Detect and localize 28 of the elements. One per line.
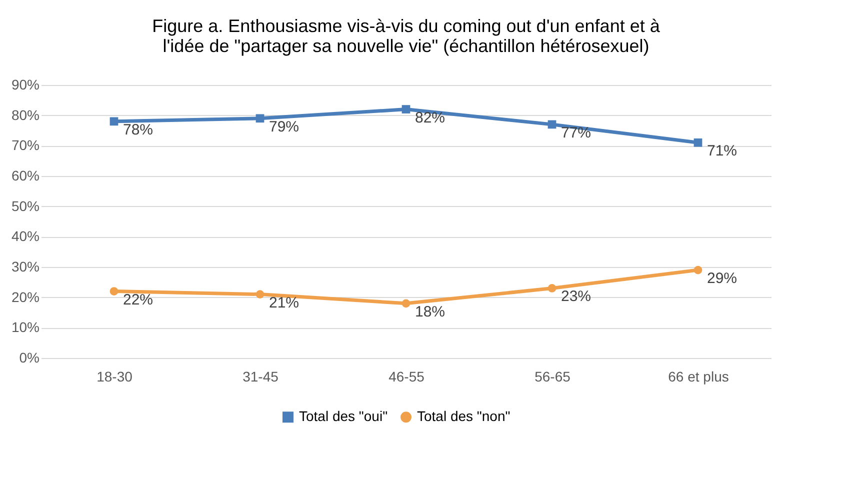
x-tick-label: 66 et plus bbox=[668, 368, 729, 384]
data-label: 77% bbox=[561, 124, 592, 142]
data-label: 71% bbox=[707, 142, 738, 160]
y-tick-label: 60% bbox=[11, 168, 40, 184]
x-tick-label: 56-65 bbox=[534, 368, 571, 384]
legend-label: Total des "oui" bbox=[299, 408, 388, 424]
y-tick-label: 30% bbox=[11, 258, 40, 274]
y-tick-label: 90% bbox=[11, 76, 40, 92]
y-tick-label: 20% bbox=[11, 288, 40, 305]
data-label: 22% bbox=[123, 291, 154, 308]
y-tick-label: 50% bbox=[11, 198, 40, 214]
y-tick-label: 10% bbox=[11, 319, 40, 336]
legend-label: Total des "non" bbox=[417, 408, 510, 424]
x-tick-label: 18-30 bbox=[96, 368, 133, 384]
x-tick-label: 31-45 bbox=[242, 368, 279, 384]
data-label: 29% bbox=[707, 270, 738, 288]
x-tick-label: 46-55 bbox=[388, 368, 425, 384]
y-tick-label: 70% bbox=[11, 137, 40, 154]
data-label: 23% bbox=[561, 288, 592, 306]
y-tick-label: 40% bbox=[11, 228, 40, 244]
data-label: 18% bbox=[415, 303, 446, 320]
chart-title: Figure a. Enthousiasme vis-à-vis du coming out d'un enfant et à l'idée de "partager sa nouvelle vie" (échantillon hétérosexuel) bbox=[152, 16, 661, 56]
y-tick-label: 0% bbox=[19, 350, 40, 366]
data-label: 82% bbox=[415, 109, 446, 126]
data-label: 79% bbox=[269, 118, 300, 136]
data-label: 21% bbox=[269, 294, 300, 312]
data-label: 78% bbox=[123, 121, 154, 138]
y-tick-label: 80% bbox=[11, 106, 40, 123]
